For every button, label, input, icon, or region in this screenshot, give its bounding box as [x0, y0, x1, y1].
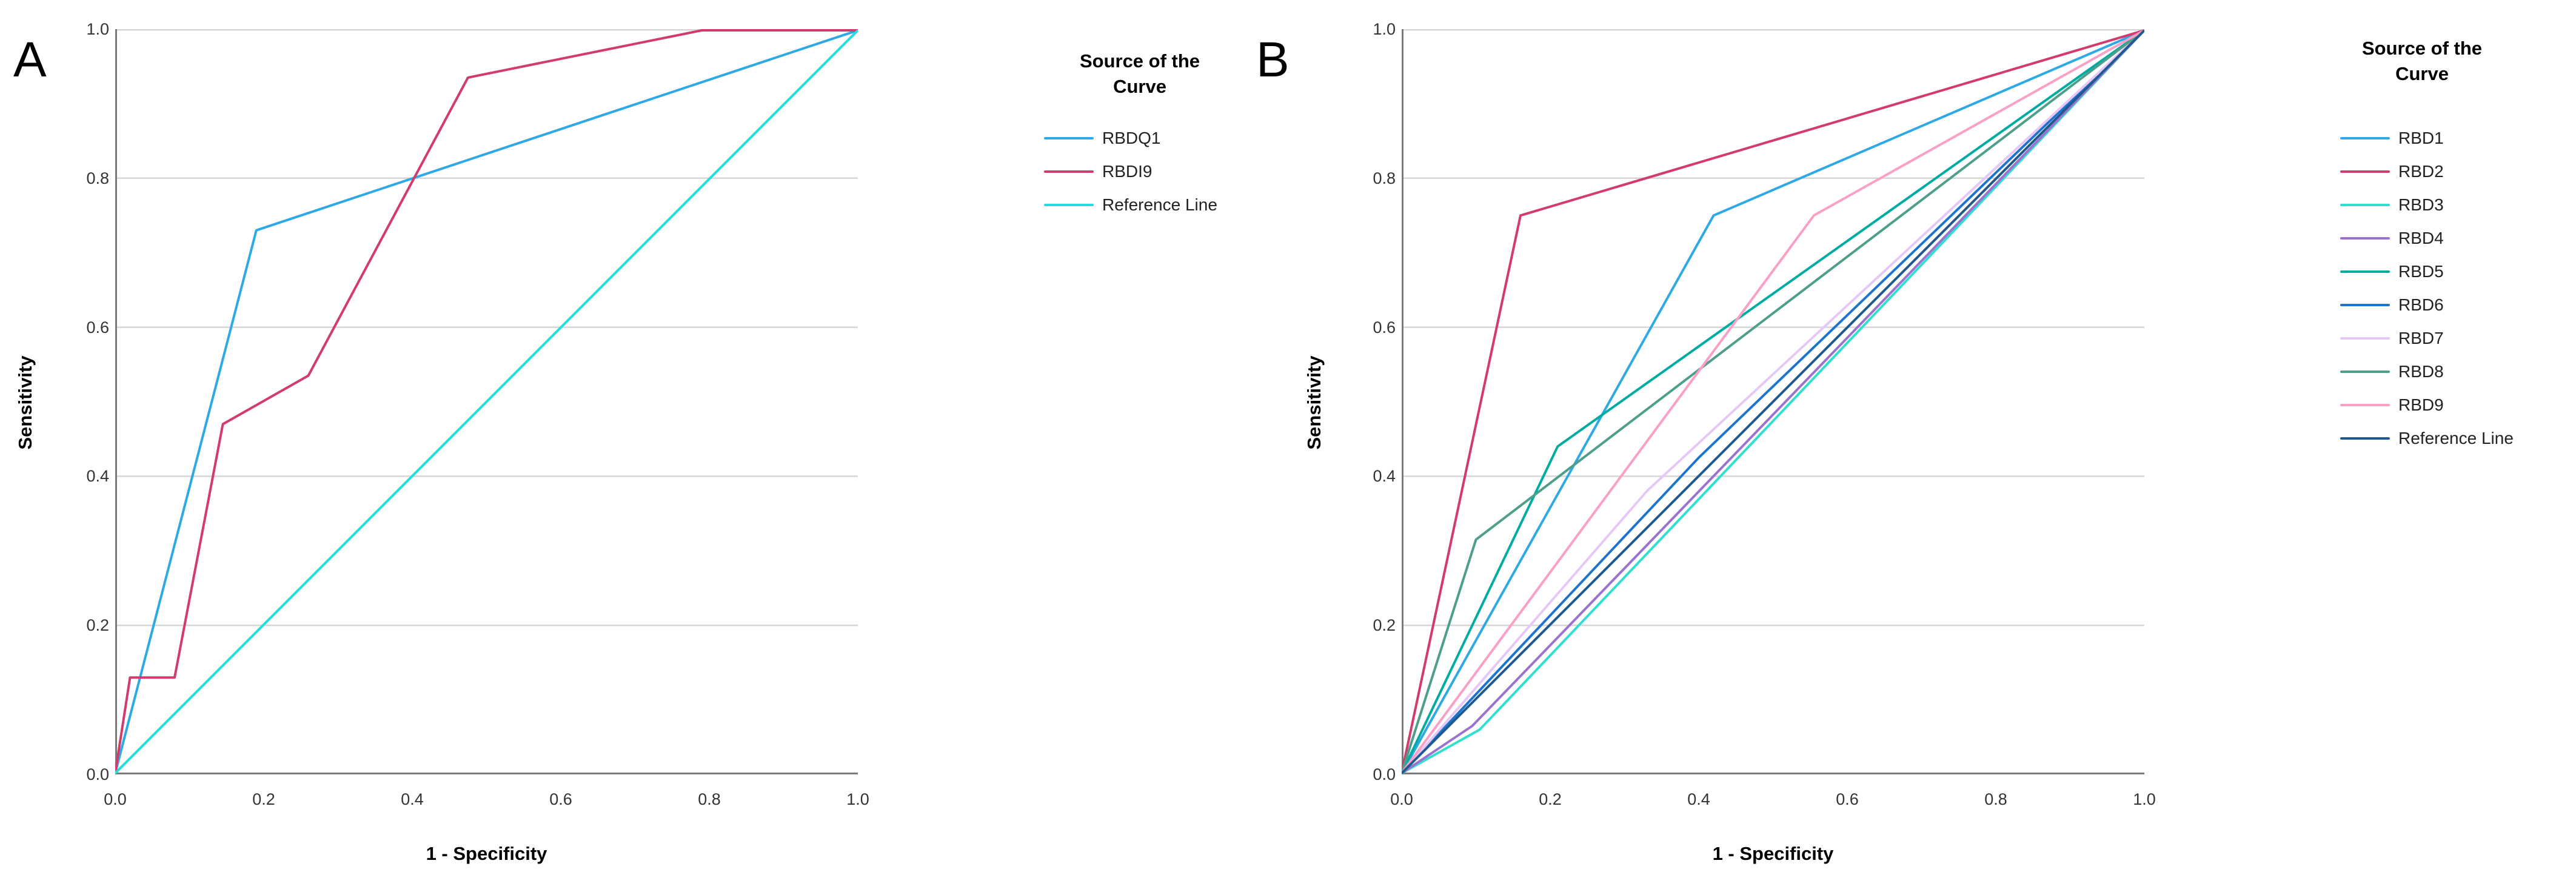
legend-label: RBD7 [2398, 328, 2444, 347]
legend-label: Reference Line [2398, 428, 2514, 448]
y-tick-label: 0.4 [1373, 467, 1396, 486]
legend-label: RBD8 [2398, 361, 2444, 381]
legend-label: RBD9 [2398, 395, 2444, 414]
legend-item-rbd3: RBD3 [2340, 188, 2514, 221]
series-line-rbd1 [1402, 29, 2144, 774]
panel-label-b: B [1256, 32, 1290, 87]
y-tick-label: 0.8 [86, 169, 109, 187]
legend-swatch-icon [2340, 270, 2390, 273]
series-line-rbd7 [1402, 29, 2144, 774]
series-line-rbd2 [1402, 29, 2144, 774]
panel-label-a: A [13, 32, 47, 87]
y-tick-label: 0.4 [86, 467, 109, 486]
x-axis-title-b: 1 - Specificity [1712, 843, 1834, 864]
legend-swatch-icon [1044, 170, 1094, 173]
x-tick-label: 0.4 [401, 790, 424, 808]
legend-swatch-icon [2340, 170, 2390, 173]
legend-title-b: Source of the Curve [2361, 38, 2483, 84]
legend-label: RBDQ1 [1102, 128, 1161, 147]
series-line-rbd5 [1402, 29, 2144, 774]
legend-a: RBDQ1 RBDI9 Reference Line [1044, 121, 1217, 221]
legend-swatch-icon [2340, 437, 2390, 440]
series-line-rbd6 [1402, 29, 2144, 774]
x-tick-label: 0.8 [1984, 790, 2007, 808]
y-tick-label: 0.0 [86, 765, 109, 783]
legend-label: RBD2 [2398, 161, 2444, 181]
legend-swatch-icon [1044, 203, 1094, 206]
legend-swatch-icon [2340, 303, 2390, 306]
x-tick-label: 0.8 [698, 790, 721, 808]
legend-swatch-icon [2340, 136, 2390, 139]
x-tick-label: 0.0 [104, 790, 127, 808]
plot-area-a [115, 29, 858, 774]
y-tick-label: 1.0 [1373, 20, 1396, 38]
y-tick-label: 1.0 [86, 20, 109, 38]
legend-item-reference-line: Reference Line [2340, 421, 2514, 455]
legend-item-rbd5: RBD5 [2340, 255, 2514, 288]
legend-label: RBD4 [2398, 228, 2444, 247]
legend-swatch-icon [2340, 337, 2390, 340]
legend-item-rbd8: RBD8 [2340, 355, 2514, 388]
legend-item-rbdi9: RBDI9 [1044, 155, 1217, 188]
legend-item-rbdq1: RBDQ1 [1044, 121, 1217, 155]
series-line-rbd9 [1402, 29, 2144, 774]
series-line-reference-line [1402, 29, 2144, 774]
series-line-rbd4 [1402, 29, 2144, 774]
x-tick-label: 0.4 [1687, 790, 1710, 808]
legend-item-rbd6: RBD6 [2340, 288, 2514, 321]
y-tick-label: 0.2 [1373, 616, 1396, 635]
y-axis-title-b: Sensitivity [1303, 355, 1325, 450]
y-tick-label: 0.6 [1373, 318, 1396, 337]
x-tick-label: 0.2 [252, 790, 275, 808]
legend-swatch-icon [2340, 203, 2390, 206]
legend-title-a: Source of the Curve [1079, 50, 1200, 97]
legend-b: RBD1 RBD2 RBD3 RBD4 RBD5 RBD6 RBD7 RBD8 RBD9 Refe… [2340, 121, 2514, 455]
legend-item-rbd2: RBD2 [2340, 155, 2514, 188]
legend-swatch-icon [2340, 403, 2390, 406]
legend-label: RBDI9 [1102, 161, 1153, 181]
legend-label: Reference Line [1102, 195, 1217, 214]
x-tick-label: 1.0 [846, 790, 869, 808]
legend-swatch-icon [2340, 370, 2390, 373]
series-line-rbdq1 [115, 29, 858, 774]
y-tick-label: 0.2 [86, 616, 109, 635]
x-tick-label: 0.2 [1539, 790, 1562, 808]
x-tick-label: 0.0 [1390, 790, 1413, 808]
series-line-rbd3 [1402, 29, 2144, 774]
x-tick-label: 1.0 [2133, 790, 2156, 808]
legend-swatch-icon [2340, 237, 2390, 240]
x-tick-label: 0.6 [549, 790, 572, 808]
legend-item-rbd9: RBD9 [2340, 388, 2514, 421]
x-tick-label: 0.6 [1836, 790, 1859, 808]
legend-item-rbd4: RBD4 [2340, 221, 2514, 255]
y-tick-label: 0.6 [86, 318, 109, 337]
legend-swatch-icon [1044, 136, 1094, 139]
series-line-reference-line [115, 29, 858, 774]
y-tick-label: 0.0 [1373, 765, 1396, 783]
series-line-rbdi9 [115, 29, 858, 774]
legend-item-reference-line: Reference Line [1044, 188, 1217, 221]
x-axis-title-a: 1 - Specificity [426, 843, 547, 864]
legend-label: RBD3 [2398, 195, 2444, 214]
legend-item-rbd7: RBD7 [2340, 321, 2514, 355]
plot-area-b [1402, 29, 2144, 774]
legend-label: RBD1 [2398, 128, 2444, 147]
legend-item-rbd1: RBD1 [2340, 121, 2514, 155]
y-tick-label: 0.8 [1373, 169, 1396, 187]
legend-label: RBD6 [2398, 295, 2444, 314]
series-line-rbd8 [1402, 29, 2144, 774]
legend-label: RBD5 [2398, 261, 2444, 281]
